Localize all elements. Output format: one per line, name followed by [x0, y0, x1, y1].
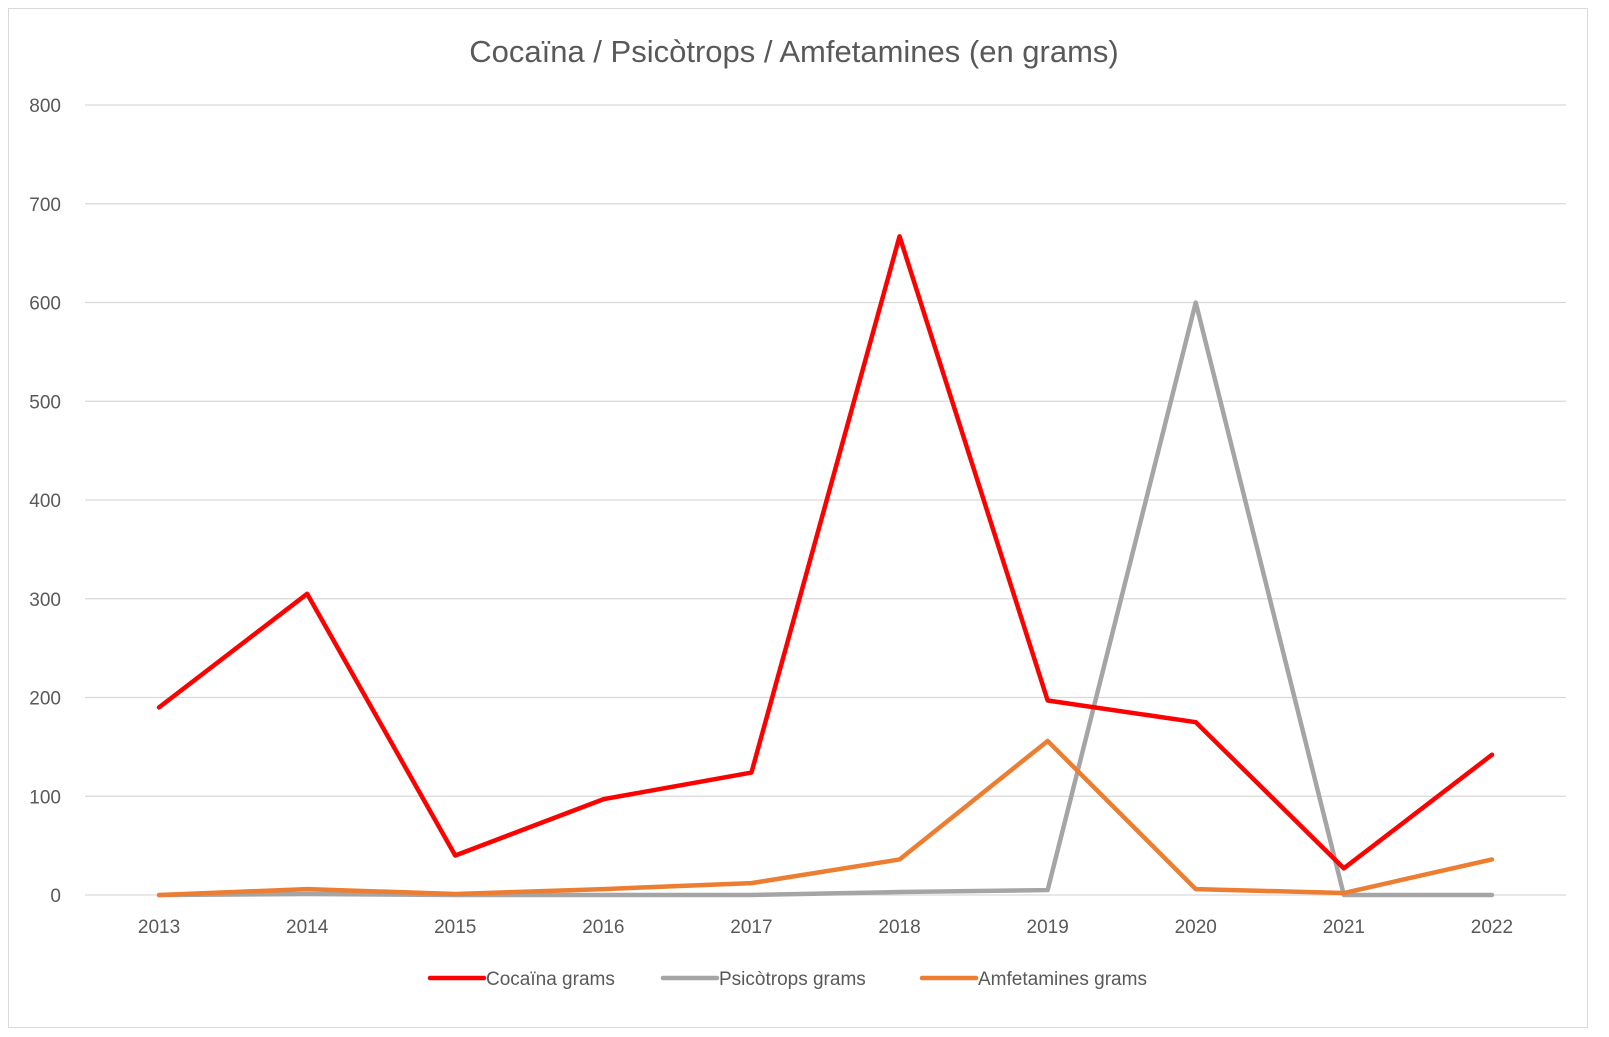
chart-title: Cocaïna / Psicòtrops / Amfetamines (en g… [469, 34, 1119, 69]
chart-frame [8, 8, 1588, 1028]
legend-item: Amfetamines grams [919, 969, 1147, 990]
series-line-2 [156, 300, 1495, 898]
y-axis-ticks: 0 100 200 300 400 500 600 700 800 [29, 96, 61, 907]
y-tick-label: 300 [29, 590, 61, 611]
x-tick-label: 2022 [1471, 917, 1513, 938]
y-tick-label: 700 [29, 195, 61, 216]
x-axis-ticks: 2013 2014 2015 2016 2017 2018 2019 2020 2021 2022 [138, 917, 1513, 938]
legend-item: Psicòtrops grams [660, 969, 866, 990]
x-tick-label: 2017 [730, 917, 772, 938]
legend-label: Psicòtrops grams [719, 969, 866, 990]
x-tick-label: 2014 [286, 917, 329, 938]
x-tick-label: 2020 [1175, 917, 1217, 938]
x-tick-label: 2015 [434, 917, 476, 938]
series-line-3 [156, 738, 1495, 898]
series-lines [156, 234, 1495, 898]
legend-label: Cocaïna grams [486, 969, 615, 990]
y-tick-label: 400 [29, 491, 61, 512]
y-tick-label: 100 [29, 787, 61, 808]
y-tick-label: 0 [50, 886, 61, 907]
x-tick-label: 2019 [1027, 917, 1069, 938]
y-tick-label: 200 [29, 689, 61, 710]
x-tick-label: 2016 [582, 917, 624, 938]
x-tick-label: 2018 [878, 917, 920, 938]
x-tick-label: 2021 [1323, 917, 1365, 938]
y-tick-label: 600 [29, 294, 61, 315]
legend-item: Cocaïna grams [427, 969, 615, 990]
legend: Cocaïna grams Psicòtrops grams Amfetamines… [427, 969, 1147, 990]
x-tick-label: 2013 [138, 917, 180, 938]
y-tick-label: 800 [29, 96, 61, 117]
y-tick-label: 500 [29, 392, 61, 413]
legend-label: Amfetamines grams [978, 969, 1147, 990]
series-line-1 [156, 234, 1495, 871]
